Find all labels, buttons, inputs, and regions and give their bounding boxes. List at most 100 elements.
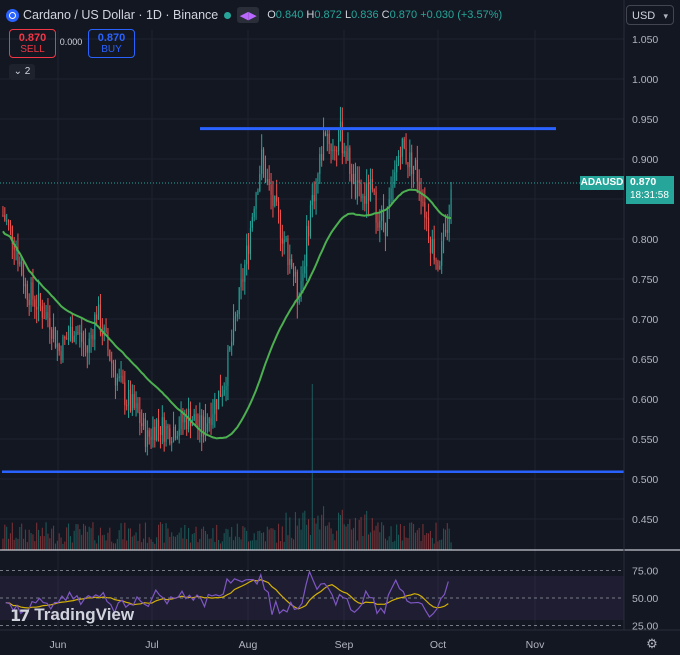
candle-body bbox=[366, 182, 368, 204]
candle-body bbox=[263, 149, 265, 164]
candle-body bbox=[364, 195, 366, 204]
indicators-collapse-button[interactable]: ⌄ 2 bbox=[9, 64, 35, 80]
volume-bar bbox=[236, 523, 238, 550]
candle-body bbox=[227, 349, 229, 386]
volume-bar bbox=[268, 529, 270, 550]
candle-body bbox=[324, 132, 326, 137]
tradingview-logo[interactable]: 17 TradingView bbox=[10, 604, 134, 626]
volume-bar bbox=[60, 537, 62, 550]
candle-body bbox=[246, 245, 248, 265]
volume-bar bbox=[32, 534, 34, 550]
volume-bar bbox=[249, 540, 251, 550]
volume-bar bbox=[131, 536, 133, 550]
candle-body bbox=[6, 220, 8, 222]
indicator-icon[interactable]: ◀▶ bbox=[237, 7, 260, 23]
candle-body bbox=[304, 266, 306, 274]
volume-bar bbox=[369, 532, 371, 550]
spread-value: 0.000 bbox=[59, 37, 83, 47]
candle-body bbox=[218, 390, 220, 410]
candle-body bbox=[223, 389, 225, 395]
candle-body bbox=[401, 138, 403, 157]
volume-bar bbox=[246, 530, 248, 550]
candle-body bbox=[133, 394, 135, 409]
candle-body bbox=[336, 150, 338, 152]
candle-body bbox=[326, 133, 328, 137]
volume-bar bbox=[291, 537, 293, 550]
volume-bar bbox=[426, 532, 428, 550]
symbol-title[interactable]: Cardano / US Dollar · 1D · Binance bbox=[23, 8, 219, 22]
candle-body bbox=[317, 173, 319, 182]
volume-bar bbox=[11, 522, 13, 550]
volume-bar bbox=[178, 532, 180, 550]
candle-body bbox=[379, 220, 381, 228]
volume-bar bbox=[274, 529, 276, 550]
volume-bar bbox=[167, 528, 169, 550]
candle-body bbox=[450, 189, 452, 216]
candle-body bbox=[109, 349, 111, 361]
volume-bar bbox=[411, 522, 413, 550]
volume-bar bbox=[23, 538, 25, 550]
candle-body bbox=[180, 412, 182, 430]
volume-bar bbox=[326, 525, 328, 550]
price-tick-label: 0.750 bbox=[632, 274, 658, 286]
volume-bar bbox=[214, 541, 216, 550]
candle-body bbox=[23, 275, 25, 287]
volume-bar bbox=[107, 532, 109, 550]
candle-body bbox=[212, 414, 214, 425]
volume-bar bbox=[263, 532, 265, 550]
volume-bar bbox=[28, 529, 30, 550]
volume-bar bbox=[298, 518, 300, 550]
candle-body bbox=[73, 335, 75, 342]
candle-body bbox=[399, 155, 401, 157]
candle-body bbox=[315, 181, 317, 202]
volume-bar bbox=[51, 528, 53, 550]
buy-button[interactable]: 0.870 BUY bbox=[88, 29, 135, 58]
currency-select[interactable]: USD bbox=[626, 5, 674, 26]
candle-body bbox=[195, 414, 197, 425]
volume-bar bbox=[407, 537, 409, 550]
candle-body bbox=[368, 182, 370, 201]
candle-body bbox=[184, 416, 186, 423]
candle-body bbox=[353, 173, 355, 184]
candle-body bbox=[49, 317, 51, 330]
volume-bar bbox=[116, 538, 118, 550]
symbol-header[interactable]: Cardano / US Dollar · 1D · Binance ◀▶ O0… bbox=[6, 6, 502, 24]
candle-body bbox=[386, 207, 388, 237]
candle-body bbox=[388, 199, 390, 208]
candle-body bbox=[101, 332, 103, 336]
volume-bar bbox=[68, 523, 70, 550]
rsi-line bbox=[5, 569, 449, 618]
candle-body bbox=[431, 239, 433, 253]
candle-body bbox=[54, 327, 56, 348]
candle-body bbox=[242, 279, 244, 282]
volume-bar bbox=[296, 525, 298, 550]
candle-body bbox=[34, 299, 36, 307]
candle-body bbox=[69, 326, 71, 338]
candle-body bbox=[30, 282, 32, 305]
volume-bar bbox=[251, 540, 253, 550]
candle-body bbox=[446, 229, 448, 233]
candle-body bbox=[79, 332, 81, 334]
volume-bar bbox=[191, 534, 193, 550]
candle-body bbox=[81, 332, 83, 342]
candle-body bbox=[143, 418, 145, 427]
volume-bar bbox=[105, 540, 107, 550]
volume-bar bbox=[169, 536, 171, 550]
volume-bar bbox=[73, 530, 75, 550]
volume-bar bbox=[24, 529, 26, 550]
volume-bar bbox=[99, 527, 101, 550]
volume-bar bbox=[321, 514, 323, 550]
volume-bar bbox=[315, 523, 317, 550]
candle-body bbox=[416, 159, 418, 182]
sell-button[interactable]: 0.870 SELL bbox=[9, 29, 56, 58]
volume-bar bbox=[398, 534, 400, 550]
volume-bar bbox=[182, 538, 184, 550]
candle-body bbox=[214, 399, 216, 415]
volume-bar bbox=[302, 512, 304, 550]
gear-icon[interactable]: ⚙ bbox=[646, 636, 658, 651]
volume-bar bbox=[234, 536, 236, 550]
volume-bar bbox=[362, 535, 364, 550]
volume-bar bbox=[443, 528, 445, 550]
candle-body bbox=[420, 190, 422, 202]
